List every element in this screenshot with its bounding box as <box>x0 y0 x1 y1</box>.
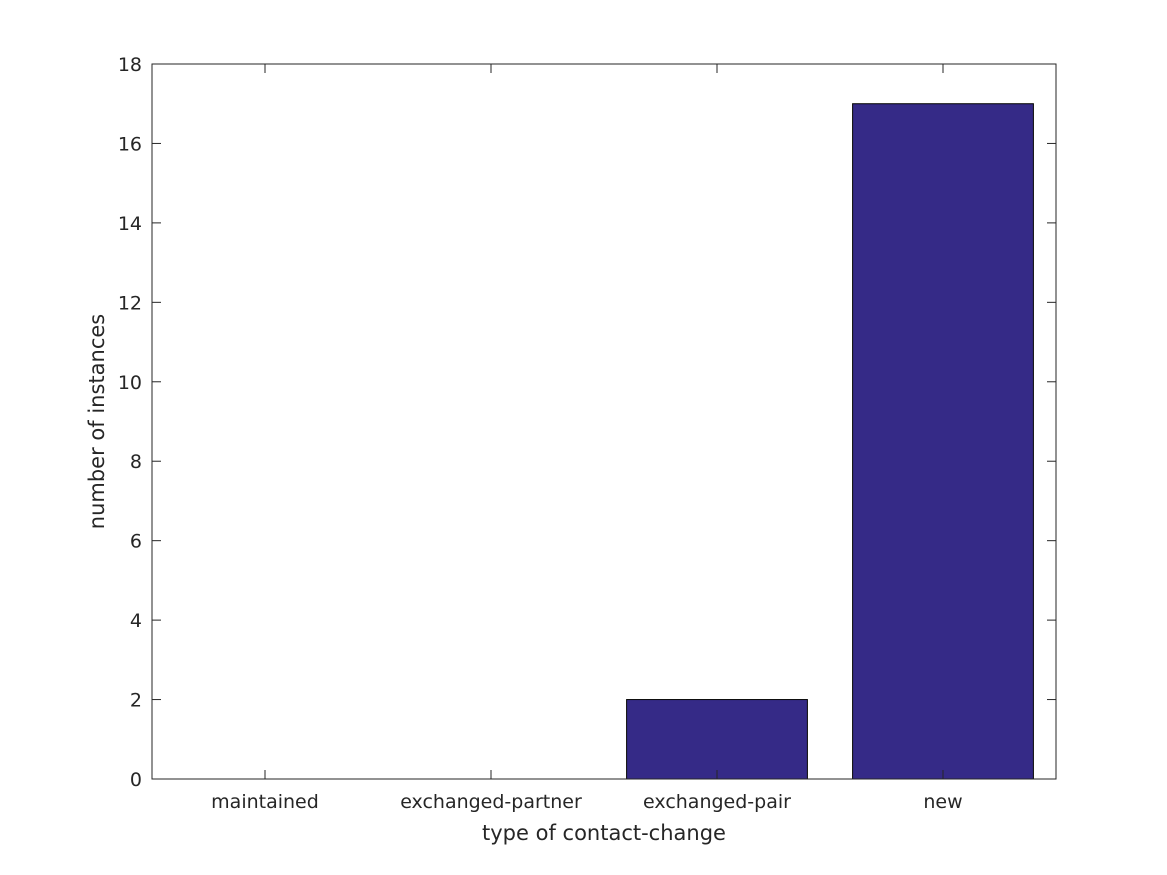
y-tick-label-4: 4 <box>130 610 142 632</box>
y-tick-label-0: 0 <box>130 769 142 791</box>
x-tick-label-exchanged-partner: exchanged-partner <box>400 791 582 813</box>
y-tick-label-12: 12 <box>118 292 142 314</box>
y-tick-label-8: 8 <box>130 451 142 473</box>
plot-frame <box>151 63 1057 780</box>
x-axis-title: type of contact-change <box>482 821 726 845</box>
x-tick-label-exchanged-pair: exchanged-pair <box>643 791 791 813</box>
x-tick-label-new: new <box>923 791 962 813</box>
bar-exchanged-pair <box>626 699 808 780</box>
bars-layer <box>626 103 1034 780</box>
y-axis-title: number of instances <box>85 314 109 529</box>
y-tick-label-18: 18 <box>118 54 142 76</box>
x-tick-label-maintained: maintained <box>211 791 319 813</box>
y-tick-label-14: 14 <box>118 213 142 235</box>
y-tick-label-6: 6 <box>130 531 142 553</box>
y-tick-label-10: 10 <box>118 372 142 394</box>
bar-new <box>852 103 1034 780</box>
tick-labels-layer: maintained exchanged-partner exchanged-pai… <box>118 54 963 813</box>
y-tick-label-2: 2 <box>130 690 142 712</box>
y-tick-label-16: 16 <box>118 133 142 155</box>
